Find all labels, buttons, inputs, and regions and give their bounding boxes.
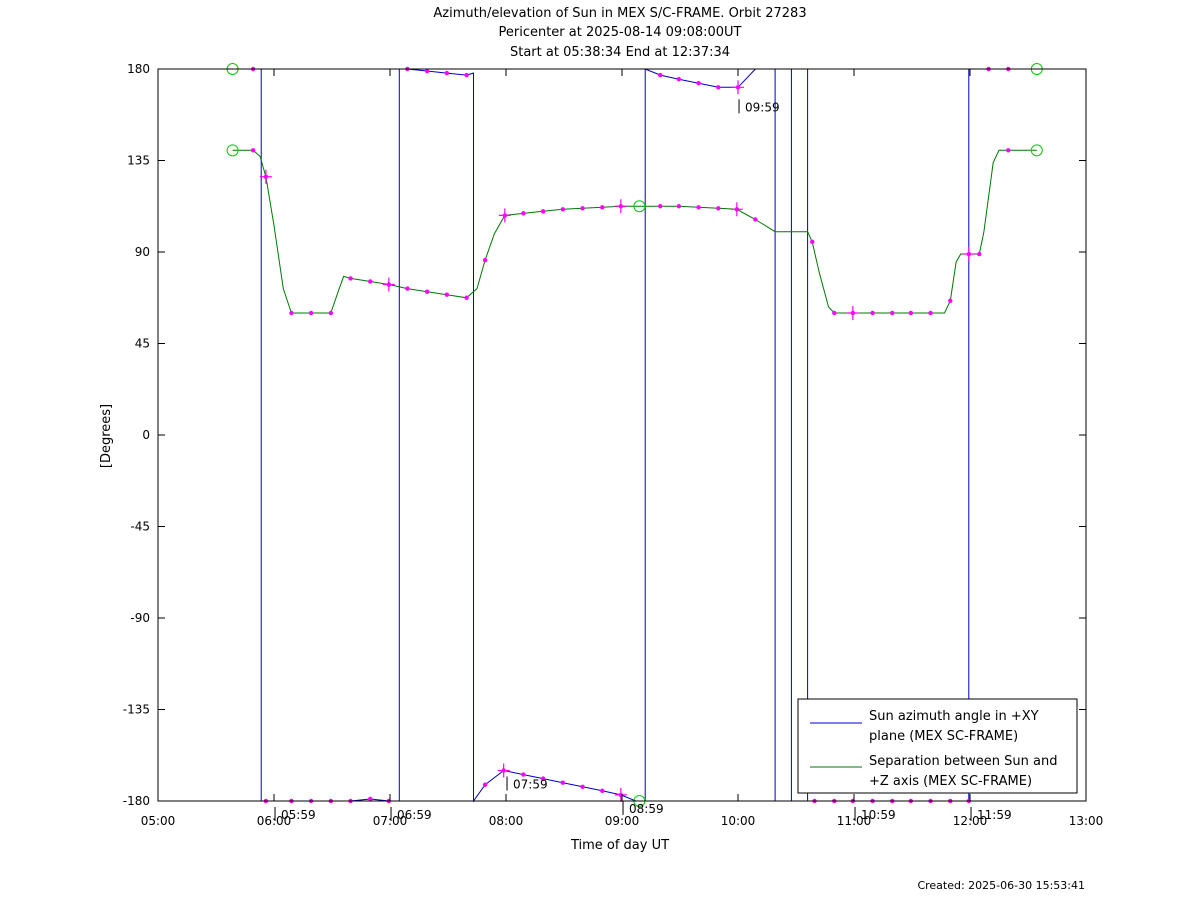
legend: Sun azimuth angle in +XY plane (MEX SC-F… — [797, 698, 1078, 794]
data-point-azimuth — [424, 68, 430, 74]
data-point-azimuth — [521, 772, 526, 777]
data-point-separation — [540, 209, 546, 214]
data-point-separation — [308, 310, 314, 316]
x-tick-label: 10:00 — [721, 814, 756, 828]
data-point-separation — [289, 310, 294, 316]
legend-label-separation-2: +Z axis (MEX SC-FRAME) — [869, 774, 1032, 789]
y-tick-label: -135 — [123, 703, 150, 717]
y-tick-label: 90 — [135, 245, 150, 259]
axis-ticks: 05:00 06:00 07:00 08:00 09:00 10:00 11:00 12:00… — [123, 62, 1104, 828]
data-point-azimuth — [600, 788, 605, 794]
data-point-azimuth — [676, 76, 682, 82]
hour-marker-separation — [498, 208, 511, 223]
data-point-separation — [405, 286, 410, 291]
data-point-separation — [424, 289, 430, 294]
x-tick-label: 07:00 — [373, 814, 408, 828]
data-point-separation — [250, 148, 256, 153]
data-point-separation — [368, 279, 373, 284]
y-axis-label: [Degrees] — [99, 404, 114, 468]
data-point-separation — [482, 257, 488, 263]
time-annotation-label: 08:59 — [629, 802, 664, 816]
data-point-azimuth — [580, 784, 585, 789]
chart-title-line-2: Pericenter at 2025-08-14 09:08:00UT — [498, 25, 741, 40]
data-point-azimuth — [540, 776, 546, 781]
data-point-azimuth — [696, 81, 701, 86]
time-annotation-label: 05:59 — [281, 808, 316, 822]
data-point-separation — [977, 251, 982, 257]
time-annotation-label: 11:59 — [977, 808, 1012, 822]
chart-title-line-3: Start at 05:38:34 End at 12:37:34 — [510, 45, 730, 60]
data-point-separation — [348, 276, 353, 281]
time-annotation-label: 10:59 — [861, 808, 896, 822]
plot-frame — [157, 68, 1087, 802]
data-point-separation — [521, 211, 526, 216]
y-tick-label: -45 — [130, 520, 150, 534]
endpoint-circle-separation — [633, 200, 646, 213]
data-point-separation — [580, 206, 585, 211]
series-line-separation — [232, 149, 1037, 314]
data-point-separation — [948, 298, 953, 303]
data-point-separation — [890, 310, 895, 316]
hour-marker-separation — [962, 247, 975, 262]
x-tick-label: 12:00 — [953, 814, 988, 828]
hour-marker-separation — [846, 306, 859, 320]
data-point-azimuth — [482, 782, 488, 787]
data-point-azimuth — [464, 72, 469, 78]
data-point-azimuth — [368, 796, 373, 802]
x-tick-label: 09:00 — [605, 814, 640, 828]
endpoint-circle-separation — [226, 144, 239, 157]
y-tick-label: -90 — [130, 611, 150, 625]
legend-box — [797, 698, 1078, 794]
legend-label-azimuth-1: Sun azimuth angle in +XY — [869, 709, 1039, 724]
data-point-separation — [810, 239, 815, 245]
data-point-separation — [560, 207, 566, 212]
hour-marker-azimuth — [614, 787, 627, 802]
data-point-separation — [676, 204, 682, 209]
data-point-azimuth — [716, 85, 721, 90]
data-point-separation — [600, 205, 605, 210]
hour-marker-azimuth — [732, 80, 744, 95]
time-annotation-label: 07:59 — [513, 778, 548, 792]
legend-label-separation-1: Separation between Sun and — [869, 754, 1057, 769]
time-annotation-label: 09:59 — [745, 100, 780, 114]
x-axis-label: Time of day UT — [570, 838, 669, 853]
data-point-azimuth — [444, 70, 450, 76]
hour-marker-separation — [259, 169, 272, 184]
y-tick-label: 135 — [127, 154, 150, 168]
hour-marker-azimuth — [497, 763, 510, 778]
hour-marker-separation — [730, 202, 743, 217]
data-point-azimuth — [560, 780, 566, 785]
data-point-separation — [464, 295, 469, 300]
created-timestamp: Created: 2025-06-30 15:53:41 — [917, 879, 1085, 892]
data-point-separation — [444, 292, 450, 297]
y-tick-label: -180 — [123, 794, 150, 808]
data-point-separation — [928, 310, 933, 316]
series-line-azimuth — [232, 68, 1037, 803]
y-tick-label: 180 — [127, 62, 150, 76]
y-tick-label: 45 — [135, 337, 150, 351]
data-point-separation — [716, 206, 721, 211]
data-point-separation — [908, 310, 914, 316]
data-point-separation — [696, 205, 701, 210]
data-point-separation — [658, 204, 663, 209]
data-point-separation — [1006, 148, 1011, 153]
x-tick-label: 08:00 — [489, 814, 524, 828]
data-point-separation — [328, 310, 334, 316]
x-tick-label: 05:00 — [141, 814, 176, 828]
x-tick-label: 11:00 — [837, 814, 872, 828]
hour-marker-separation — [382, 277, 395, 292]
data-point-azimuth — [658, 72, 663, 78]
legend-label-azimuth-2: plane (MEX SC-FRAME) — [869, 729, 1018, 744]
data-point-separation — [870, 310, 875, 316]
endpoint-circle-separation — [1030, 144, 1043, 157]
data-point-separation — [832, 310, 837, 316]
x-tick-label: 13:00 — [1069, 814, 1104, 828]
hour-marker-separation — [614, 199, 627, 214]
y-tick-label: 0 — [142, 428, 150, 442]
chart-title-line-1: Azimuth/elevation of Sun in MEX S/C-FRAM… — [433, 6, 806, 21]
x-tick-label: 06:00 — [257, 814, 292, 828]
data-point-separation — [753, 217, 758, 222]
time-annotation-label: 06:59 — [397, 808, 432, 822]
